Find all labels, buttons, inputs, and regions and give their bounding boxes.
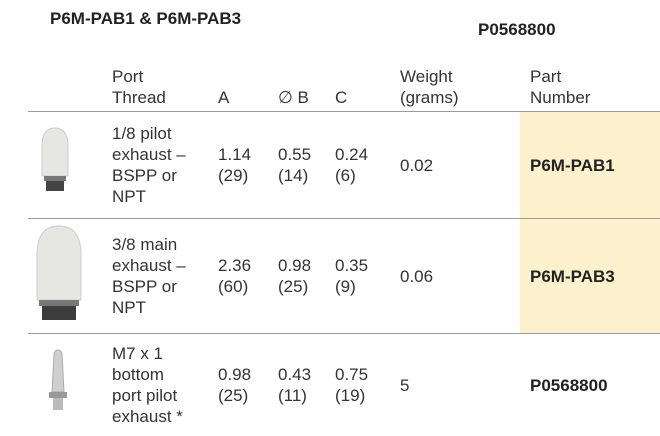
line-text: P6M-PAB3 — [530, 266, 615, 286]
title-right: P0568800 — [478, 20, 556, 39]
rule — [28, 333, 660, 334]
line-text: 0.35 — [335, 256, 369, 275]
table-cell: 5 — [400, 334, 520, 436]
line-text: Part — [530, 67, 562, 86]
part-number: P0568800 — [530, 334, 660, 436]
table-cell: 0.55 (14) — [278, 112, 335, 218]
icon-large-exhaust — [36, 225, 82, 320]
icon-small-exhaust — [41, 127, 69, 191]
line-text: exhaust – — [112, 256, 186, 275]
column-header: ∅ B — [278, 56, 335, 108]
line-text: 3/8 main — [112, 235, 178, 254]
line-text: 0.06 — [400, 266, 434, 286]
table-cell: M7 x 1 bottom port pilot exhaust * — [112, 334, 218, 436]
line-text: 0.75 — [335, 365, 369, 384]
table-cell: 0.98 (25) — [218, 334, 278, 436]
table-cell: 0.06 — [400, 219, 520, 333]
column-header: C — [335, 56, 400, 108]
line-text: (25) — [218, 386, 249, 405]
table-cell: 3/8 main exhaust – BSPP or NPT — [112, 219, 218, 333]
rule — [28, 111, 660, 112]
icon-pin-exhaust — [49, 349, 67, 410]
part-number: P6M-PAB3 — [530, 219, 660, 333]
line-text: (11) — [278, 386, 307, 405]
title-left: P6M-PAB1 & P6M-PAB3 — [50, 9, 242, 28]
line-text: bottom — [112, 365, 164, 384]
line-text: 2.36 — [218, 256, 252, 275]
line-text: BSPP or — [112, 277, 177, 296]
line-text: 1.14 — [218, 145, 252, 164]
line-text: (14) — [278, 166, 309, 185]
line-text: (19) — [335, 386, 366, 405]
column-header: Weight (grams) — [400, 56, 520, 108]
rule — [28, 218, 660, 219]
line-text: M7 x 1 — [112, 344, 164, 363]
table-cell: 0.24 (6) — [335, 112, 400, 218]
line-text: 0.24 — [335, 145, 369, 164]
highlight — [520, 112, 660, 333]
line-text: Number — [530, 88, 591, 107]
line-text: 1/8 pilot — [112, 124, 172, 143]
line-text: (25) — [278, 277, 309, 296]
line-text: (60) — [218, 277, 249, 296]
part-number: P6M-PAB1 — [530, 112, 660, 218]
table-cell: 1.14 (29) — [218, 112, 278, 218]
line-text: (29) — [218, 166, 249, 185]
table-cell: 2.36 (60) — [218, 219, 278, 333]
line-text: 5 — [400, 375, 410, 395]
table-cell: 0.98 (25) — [278, 219, 335, 333]
line-text: ∅ B — [278, 88, 309, 107]
table-cell: 0.75 (19) — [335, 334, 400, 436]
column-header: Port Thread — [112, 56, 218, 108]
line-text: A — [218, 88, 230, 107]
line-text: Thread — [112, 88, 166, 107]
line-text: 0.55 — [278, 145, 312, 164]
line-text: port pilot — [112, 386, 178, 405]
table-cell: 0.35 (9) — [335, 219, 400, 333]
line-text: BSPP or — [112, 166, 177, 185]
line-text: 0.98 — [218, 365, 252, 384]
line-text: (grams) — [400, 88, 459, 107]
line-text: NPT — [112, 187, 146, 206]
line-text: NPT — [112, 298, 146, 317]
column-header: A — [218, 56, 278, 108]
line-text: 0.43 — [278, 365, 312, 384]
line-text: 0.98 — [278, 256, 312, 275]
line-text: P6M-PAB1 — [530, 155, 615, 175]
table-cell: 1/8 pilot exhaust – BSPP or NPT — [112, 112, 218, 218]
line-text: 0.02 — [400, 155, 434, 175]
table-cell: 0.02 — [400, 112, 520, 218]
line-text: (6) — [335, 166, 356, 185]
line-text: (9) — [335, 277, 356, 296]
line-text: exhaust * — [112, 407, 183, 426]
table-cell: 0.43 (11) — [278, 334, 335, 436]
column-header: Part Number — [530, 56, 660, 108]
line-text: P0568800 — [530, 375, 608, 395]
line-text: Port — [112, 67, 144, 86]
line-text: Weight — [400, 67, 453, 86]
line-text: C — [335, 88, 348, 107]
line-text: exhaust – — [112, 145, 186, 164]
